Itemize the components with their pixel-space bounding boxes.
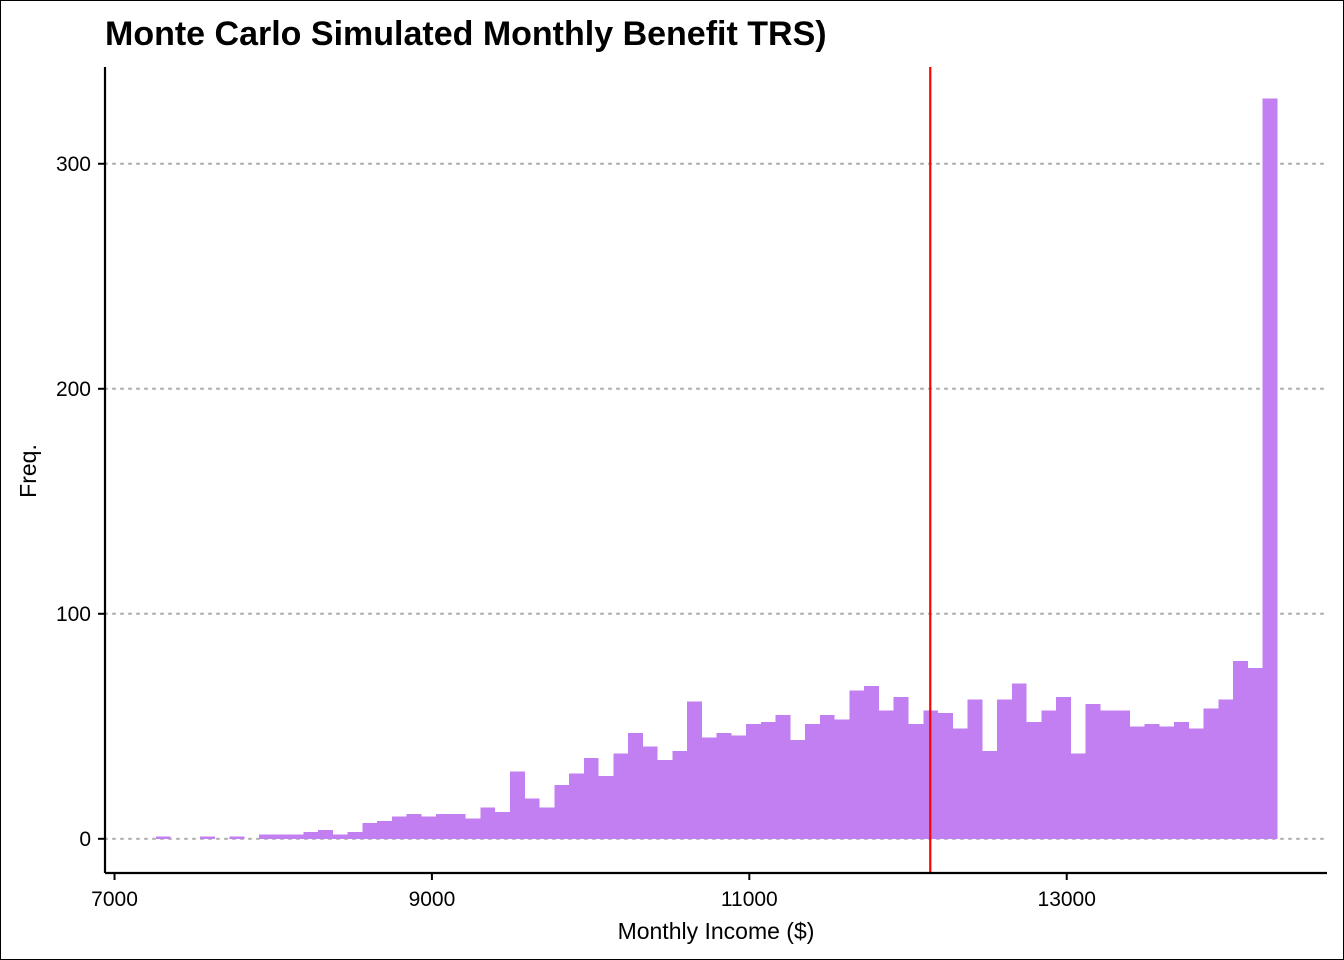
histogram-bar	[628, 733, 643, 839]
histogram-bar	[1159, 726, 1175, 839]
histogram-bar	[1233, 661, 1248, 839]
histogram-bars	[155, 98, 1278, 839]
histogram-bar	[1144, 724, 1160, 839]
histogram-bar	[657, 760, 673, 839]
histogram-bar	[1011, 683, 1027, 839]
histogram-bar	[1056, 697, 1071, 839]
histogram-bar	[849, 690, 865, 839]
x-tick-label: 11000	[721, 888, 778, 911]
histogram-bar	[642, 746, 658, 839]
histogram-bar	[982, 751, 998, 839]
histogram-bar	[908, 724, 924, 839]
x-tick-label: 13000	[1038, 888, 1096, 911]
histogram-bar	[273, 834, 289, 839]
histogram-bar	[229, 836, 245, 839]
histogram-bar	[406, 814, 422, 839]
y-tick-label: 200	[56, 378, 91, 401]
histogram-bar	[1026, 721, 1042, 839]
histogram-bar	[391, 816, 407, 839]
y-tick-label: 300	[56, 153, 91, 176]
y-axis-ticks: 0 100 200 300	[56, 153, 105, 851]
histogram-bar	[200, 836, 215, 839]
histogram-bar	[672, 751, 688, 839]
histogram-bar	[421, 816, 437, 839]
histogram-bar	[864, 685, 879, 839]
histogram-bar	[1262, 98, 1278, 839]
histogram-bar	[259, 834, 274, 839]
histogram-bar	[1085, 703, 1101, 839]
histogram-bar	[790, 739, 806, 839]
y-tick-label: 0	[79, 828, 91, 851]
histogram-bar	[1188, 728, 1204, 839]
histogram-bar	[805, 724, 820, 839]
histogram-bar	[1100, 710, 1116, 839]
histogram-bar	[318, 829, 333, 839]
histogram-bar	[760, 721, 776, 839]
histogram-bar	[878, 710, 894, 839]
histogram-bar	[539, 807, 555, 839]
histogram-bar	[938, 712, 953, 839]
histogram-bar	[1070, 753, 1086, 839]
histogram-bar	[450, 814, 466, 839]
histogram-bar	[569, 773, 584, 839]
histogram-bar	[554, 784, 570, 839]
histogram-bar	[1129, 726, 1145, 839]
x-tick-label: 9000	[409, 888, 456, 911]
histogram-bar	[701, 737, 717, 839]
histogram-bar	[1174, 721, 1189, 839]
histogram-bar	[583, 757, 599, 839]
histogram-bar	[834, 719, 850, 839]
histogram-bar	[687, 701, 702, 839]
histogram-bar	[495, 811, 511, 839]
histogram-bar	[952, 728, 968, 839]
histogram-bar	[967, 699, 983, 839]
histogram-bar	[716, 733, 732, 839]
histogram-bar	[155, 836, 171, 839]
y-tick-label: 100	[56, 603, 91, 626]
histogram-bar	[1041, 710, 1057, 839]
histogram-bar	[510, 771, 525, 839]
histogram-bar	[598, 775, 614, 839]
histogram-bar	[303, 832, 319, 839]
histogram-bar	[731, 735, 747, 839]
histogram-bar	[997, 699, 1012, 839]
histogram-bar	[1247, 667, 1263, 839]
histogram-bar	[362, 823, 378, 839]
histogram-bar	[436, 814, 451, 839]
histogram-bar	[1203, 708, 1219, 839]
histogram-bar	[1115, 710, 1130, 839]
histogram-bar	[524, 798, 540, 839]
chart-title: Monte Carlo Simulated Monthly Benefit TR…	[105, 15, 827, 53]
x-axis-label: Monthly Income ($)	[618, 918, 815, 944]
x-axis-ticks: 7000 9000 11000 13000	[91, 873, 1096, 911]
histogram-bar	[775, 715, 791, 839]
histogram-bar	[465, 818, 481, 839]
histogram-bar	[332, 834, 348, 839]
histogram-bar	[613, 753, 629, 839]
histogram-bar	[819, 715, 835, 839]
histogram-bar	[480, 807, 496, 839]
histogram-bar	[746, 724, 761, 839]
histogram-bar	[288, 834, 304, 839]
x-tick-label: 7000	[91, 888, 138, 911]
y-axis-label: Freq.	[15, 444, 41, 498]
histogram-bar	[377, 820, 392, 839]
histogram-bar	[1218, 699, 1234, 839]
histogram-bar	[893, 697, 909, 839]
histogram-bar	[347, 832, 363, 839]
